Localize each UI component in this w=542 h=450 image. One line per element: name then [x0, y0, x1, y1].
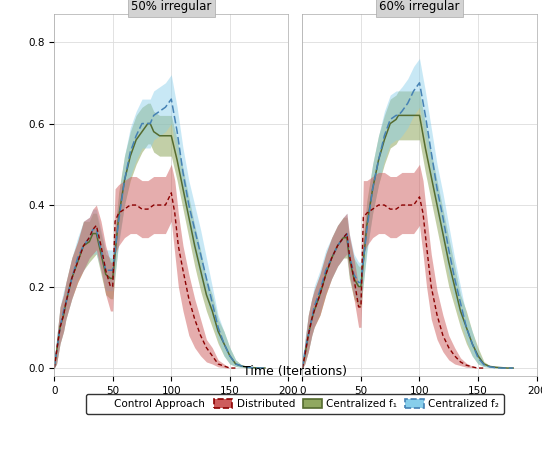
Title: 60% irregular: 60% irregular [379, 0, 460, 13]
Title: 50% irregular: 50% irregular [131, 0, 211, 13]
Text: Time (Iterations): Time (Iterations) [243, 365, 347, 378]
Legend: Control Approach, Distributed, Centralized f₁, Centralized f₂: Control Approach, Distributed, Centraliz… [86, 394, 505, 414]
